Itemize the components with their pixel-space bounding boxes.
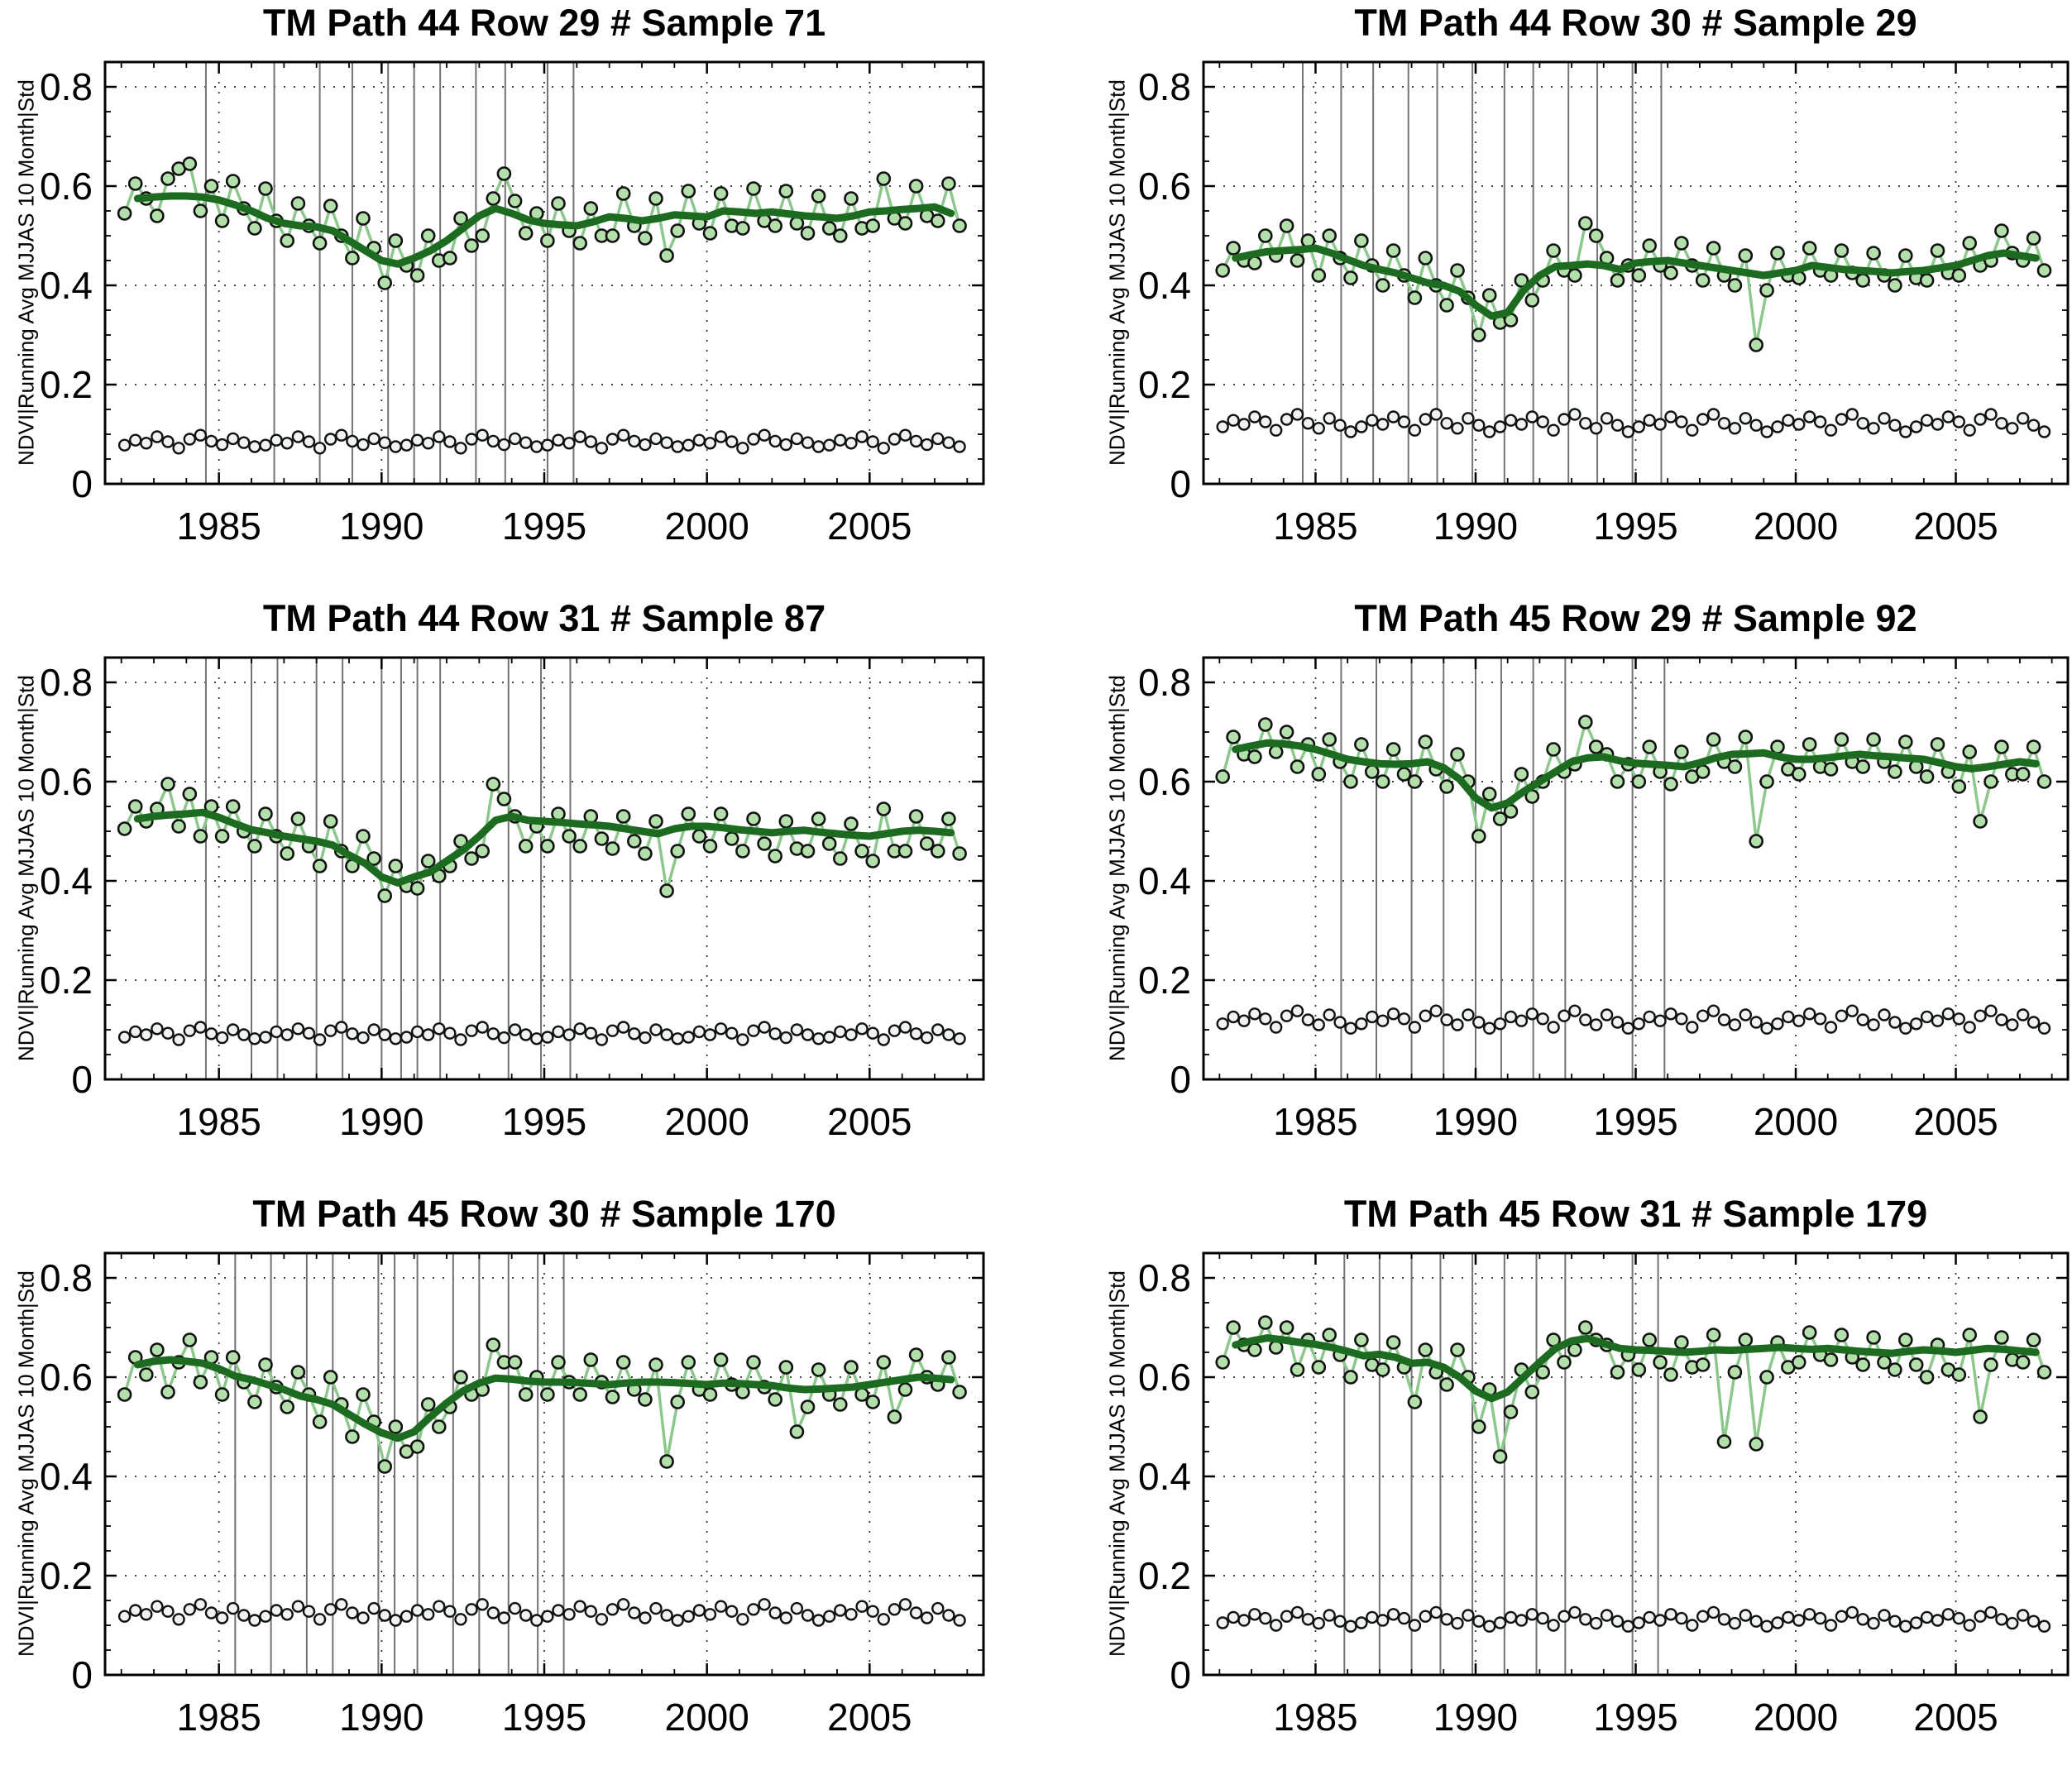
svg-text:1995: 1995: [1593, 1696, 1677, 1739]
svg-text:0: 0: [71, 1058, 93, 1101]
chart-title: TM Path 45 Row 29 # Sample 92: [1354, 597, 1917, 639]
svg-text:0.4: 0.4: [1138, 264, 1191, 307]
svg-text:0.6: 0.6: [1138, 760, 1191, 803]
svg-text:0: 0: [1170, 1058, 1191, 1101]
subplot-tm-p44-r30: TM Path 44 Row 30 # Sample 29 NDVI|Runni…: [1036, 0, 2072, 596]
svg-text:1985: 1985: [176, 1100, 261, 1143]
svg-text:1990: 1990: [339, 505, 423, 548]
subplot-tm-p45-r29: TM Path 45 Row 29 # Sample 92 NDVI|Runni…: [1036, 596, 2072, 1191]
svg-text:0.2: 0.2: [1138, 959, 1191, 1002]
chart-canvas: 1985 1990 1995 2000 2005 0 0.2 0.4 0.6 0.8: [40, 656, 985, 1143]
svg-text:2000: 2000: [1754, 505, 1838, 548]
svg-text:2005: 2005: [1913, 1100, 1998, 1143]
svg-text:0.4: 0.4: [40, 264, 93, 307]
svg-text:1985: 1985: [176, 505, 261, 548]
svg-text:0.2: 0.2: [1138, 363, 1191, 406]
subplot-tm-p44-r29: TM Path 44 Row 29 # Sample 71 NDVI|Runni…: [0, 0, 1036, 596]
chart-title: TM Path 44 Row 31 # Sample 87: [262, 597, 826, 639]
svg-text:2005: 2005: [827, 1696, 912, 1739]
svg-text:0.8: 0.8: [1138, 65, 1191, 108]
svg-text:0.6: 0.6: [1138, 1356, 1191, 1399]
svg-text:2000: 2000: [1754, 1696, 1838, 1739]
svg-text:0: 0: [1170, 462, 1191, 505]
svg-text:1995: 1995: [1593, 505, 1677, 548]
svg-text:0: 0: [71, 462, 93, 505]
svg-text:1995: 1995: [502, 1100, 586, 1143]
svg-text:2000: 2000: [664, 1100, 749, 1143]
svg-text:0.6: 0.6: [40, 760, 93, 803]
svg-text:2005: 2005: [827, 505, 912, 548]
svg-text:1990: 1990: [339, 1100, 423, 1143]
svg-text:0.8: 0.8: [1138, 661, 1191, 704]
chart-canvas: 1985 1990 1995 2000 2005 0 0.2 0.4 0.6 0.8: [1138, 60, 2070, 548]
svg-text:2005: 2005: [1913, 505, 1998, 548]
chart-canvas: 1985 1990 1995 2000 2005 0 0.2 0.4 0.6 0.8: [40, 1251, 985, 1739]
svg-text:1990: 1990: [339, 1696, 423, 1739]
svg-text:2000: 2000: [1754, 1100, 1838, 1143]
svg-text:0.4: 0.4: [40, 859, 93, 902]
svg-text:2000: 2000: [664, 505, 749, 548]
svg-text:0.4: 0.4: [1138, 859, 1191, 902]
svg-text:1985: 1985: [176, 1696, 261, 1739]
subplot-tm-p44-r31: TM Path 44 Row 31 # Sample 87 NDVI|Runni…: [0, 596, 1036, 1191]
chart-canvas: 1985 1990 1995 2000 2005 0 0.2 0.4 0.6 0.8: [40, 60, 985, 548]
chart-canvas: 1985 1990 1995 2000 2005 0 0.2 0.4 0.6 0.8: [1138, 1251, 2070, 1739]
svg-text:1985: 1985: [1273, 505, 1357, 548]
subplot-tm-p45-r30: TM Path 45 Row 30 # Sample 170 NDVI|Runn…: [0, 1191, 1036, 1775]
svg-text:0.8: 0.8: [40, 1256, 93, 1299]
svg-text:0.4: 0.4: [1138, 1455, 1191, 1498]
svg-text:1995: 1995: [502, 1696, 586, 1739]
svg-text:0.6: 0.6: [40, 1356, 93, 1399]
subplot-tm-p45-r31: TM Path 45 Row 31 # Sample 179 NDVI|Runn…: [1036, 1191, 2072, 1775]
svg-text:2005: 2005: [1913, 1696, 1998, 1739]
chart-canvas: 1985 1990 1995 2000 2005 0 0.2 0.4 0.6 0.8: [1138, 656, 2070, 1143]
svg-text:2005: 2005: [827, 1100, 912, 1143]
svg-text:1995: 1995: [502, 505, 586, 548]
svg-text:1985: 1985: [1273, 1100, 1357, 1143]
svg-text:0.2: 0.2: [40, 959, 93, 1002]
svg-text:0: 0: [71, 1653, 93, 1696]
svg-text:0.8: 0.8: [40, 65, 93, 108]
svg-text:0.4: 0.4: [40, 1455, 93, 1498]
svg-text:1990: 1990: [1433, 1100, 1518, 1143]
svg-text:0.2: 0.2: [40, 1554, 93, 1597]
svg-text:0: 0: [1170, 1653, 1191, 1696]
svg-text:0.8: 0.8: [40, 661, 93, 704]
chart-title: TM Path 44 Row 29 # Sample 71: [262, 2, 826, 44]
chart-title: TM Path 44 Row 30 # Sample 29: [1354, 2, 1917, 44]
svg-text:1990: 1990: [1433, 1696, 1518, 1739]
svg-text:1985: 1985: [1273, 1696, 1357, 1739]
svg-text:0.8: 0.8: [1138, 1256, 1191, 1299]
svg-text:0.2: 0.2: [40, 363, 93, 406]
svg-text:0.6: 0.6: [1138, 165, 1191, 208]
svg-text:2000: 2000: [664, 1696, 749, 1739]
svg-text:1990: 1990: [1433, 505, 1518, 548]
svg-text:1995: 1995: [1593, 1100, 1677, 1143]
svg-text:0.6: 0.6: [40, 165, 93, 208]
chart-title: TM Path 45 Row 31 # Sample 179: [1343, 1193, 1928, 1235]
svg-text:0.2: 0.2: [1138, 1554, 1191, 1597]
chart-title: TM Path 45 Row 30 # Sample 170: [252, 1193, 836, 1235]
